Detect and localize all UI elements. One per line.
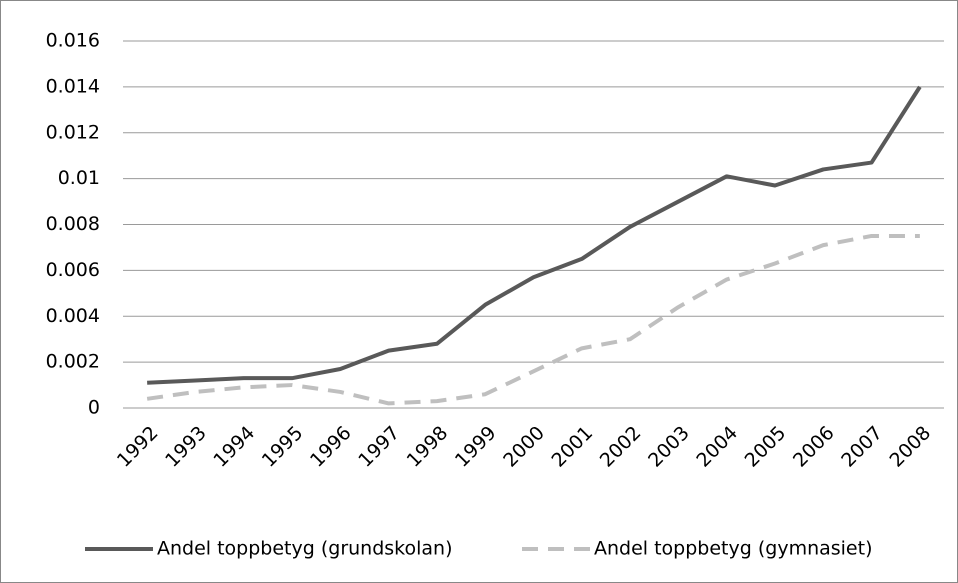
y-tick-label: 0.012 — [46, 121, 100, 143]
y-tick-label: 0.014 — [46, 75, 100, 97]
series-line — [146, 233, 920, 406]
y-tick-label: 0.008 — [46, 213, 100, 235]
legend-label: Andel toppbetyg (gymnasiet) — [594, 538, 873, 560]
y-tick-label: 0 — [88, 397, 100, 419]
y-tick-label: 0.006 — [46, 259, 100, 281]
y-tick-label: 0.016 — [46, 30, 100, 52]
legend-label: Andel toppbetyg (grundskolan) — [157, 538, 453, 560]
y-tick-label: 0.004 — [46, 305, 100, 327]
series-line — [147, 85, 922, 385]
y-tick-label: 0.01 — [58, 167, 100, 189]
y-tick-label: 0.002 — [46, 351, 100, 373]
